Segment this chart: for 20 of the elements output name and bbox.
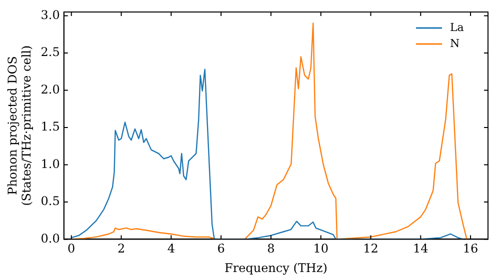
y-tick-label: 2.0 (40, 82, 60, 96)
x-tick-label: 2 (117, 242, 126, 256)
y-tick-label: 2.5 (40, 45, 60, 60)
legend-label: La (450, 20, 464, 34)
y-tick-label: 0.0 (40, 231, 60, 246)
x-tick-label: 14 (413, 242, 429, 256)
x-tick-label: 16 (462, 242, 478, 256)
y-tick-label: 3.0 (40, 8, 60, 22)
x-axis-title: Frequency (THz) (224, 260, 328, 275)
y-tick-label: 1.5 (40, 120, 60, 134)
y-tick-label: 1.0 (40, 156, 60, 171)
x-tick-label: 8 (267, 242, 275, 256)
y-axis-title: Phonon projected DOS (States/THz·primitive cell) (5, 45, 34, 206)
x-tick-label: 12 (363, 242, 378, 256)
y-tick-label: 0.5 (40, 194, 60, 208)
x-tick-label: 4 (167, 242, 176, 256)
x-tick-label: 10 (313, 242, 328, 256)
legend-label: N (450, 36, 460, 50)
x-tick-label: 0 (68, 242, 76, 256)
x-tick-label: 6 (217, 242, 225, 256)
